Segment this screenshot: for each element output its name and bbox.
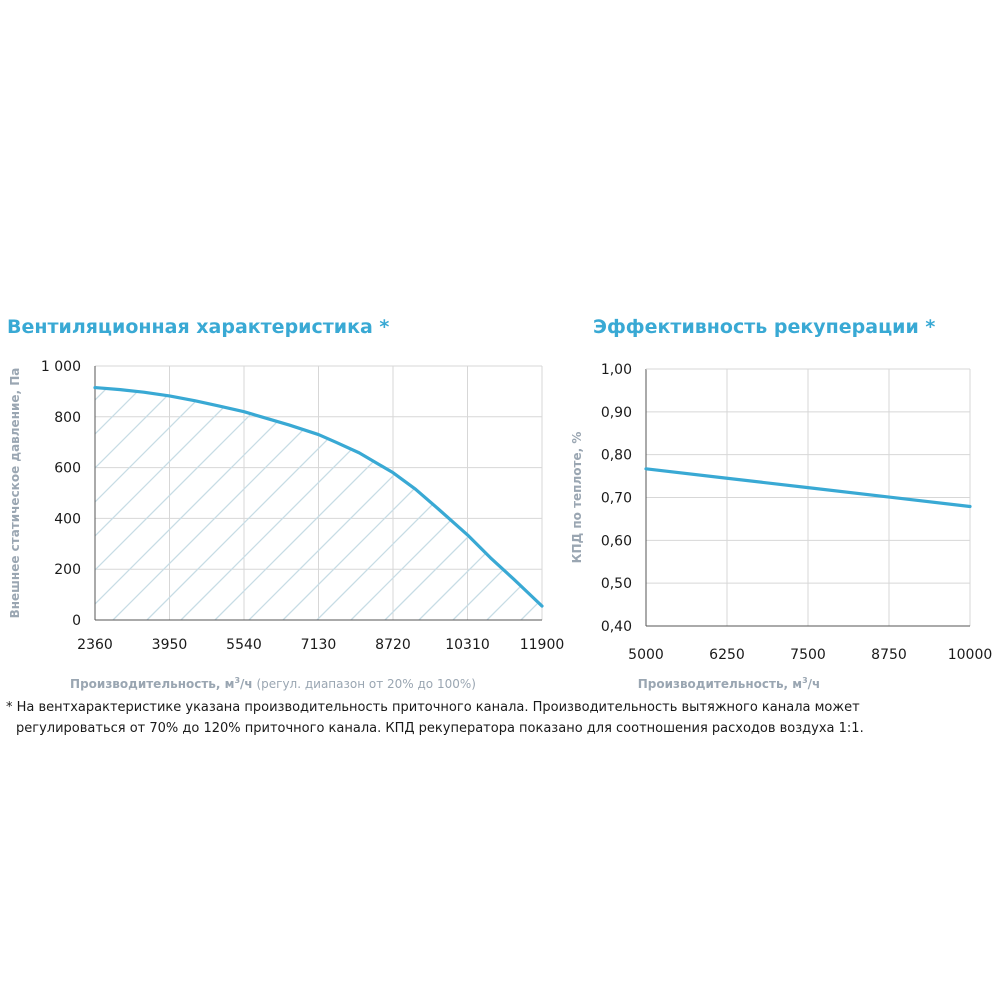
x-axis-label-main: Производительность, м: [70, 677, 234, 691]
x-tick-label: 3950: [152, 637, 188, 653]
hatch-line: [452, 387, 542, 620]
hatch-line: [520, 387, 542, 620]
hatch-line: [95, 387, 232, 620]
hatch-line: [95, 387, 266, 620]
x-tick-label: 11900: [520, 637, 565, 653]
footnote: * На вентхарактеристике указана производ…: [6, 697, 991, 739]
hatch-line: [95, 387, 300, 620]
hatch-line: [282, 387, 538, 620]
y-tick-label: 600: [54, 461, 81, 477]
x-axis-label-sup: 3: [802, 676, 808, 685]
recuperation-chart-title: Эффективность рекуперации *: [593, 316, 936, 338]
y-tick-label: 200: [54, 562, 81, 578]
ventilation-chart-title: Вентиляционная характеристика *: [7, 316, 390, 338]
hatch-line: [146, 387, 402, 620]
y-tick-label: 1 000: [41, 359, 81, 375]
hatch-line: [95, 387, 198, 620]
series-line: [93, 385, 544, 608]
x-axis-label-main: Производительность, м: [638, 677, 802, 691]
x-tick-label: 5540: [226, 637, 262, 653]
x-tick-label: 8750: [871, 647, 907, 663]
x-tick-label: 7500: [790, 647, 826, 663]
x-tick-label: 2360: [77, 637, 113, 653]
series-line: [644, 467, 972, 509]
hatch-fill: [95, 387, 542, 620]
y-tick-label: 0,90: [601, 405, 632, 421]
x-axis-label: Производительность, м3/ч: [638, 676, 821, 691]
y-tick-label: 0,60: [601, 533, 632, 549]
ventilation-chart: 2360 3950 5540 7130 8720 10310 11900 0 200 400 600…: [8, 359, 565, 691]
x-axis-label-unit: /ч: [808, 677, 821, 691]
hatch-line: [248, 387, 504, 620]
x-tick-label: 6250: [709, 647, 745, 663]
footnote-line-1: * На вентхарактеристике указана производ…: [6, 700, 860, 715]
y-tick-label: 400: [54, 511, 81, 527]
hatch-line: [180, 387, 436, 620]
recuperation-chart: 5000 6250 7500 8750 10000 0,40 0,50 0,60 0,70 0,8…: [570, 362, 992, 691]
y-tick-label: 0,80: [601, 448, 632, 464]
x-tick-label: 7130: [301, 637, 337, 653]
y-axis-label: Внешнее статическое давление, Па: [8, 368, 22, 619]
hatch-line: [350, 387, 542, 620]
hatch-line: [95, 387, 164, 620]
hatch-line: [418, 387, 542, 620]
y-axis-label: КПД по теплоте, %: [570, 432, 584, 564]
x-axis-label-unit: /ч: [240, 677, 253, 691]
hatch-line: [112, 387, 368, 620]
hatch-line: [316, 387, 542, 620]
x-tick-label: 5000: [628, 647, 664, 663]
y-tick-label: 0: [72, 613, 81, 629]
x-tick-label: 8720: [375, 637, 411, 653]
x-tick-label: 10310: [445, 637, 490, 653]
y-tick-label: 0,70: [601, 491, 632, 507]
y-tick-label: 800: [54, 410, 81, 426]
y-tick-label: 0,40: [601, 619, 632, 635]
x-axis-label: Производительность, м3/ч (регул. диапазо…: [70, 676, 476, 691]
y-tick-label: 1,00: [601, 362, 632, 378]
x-axis-label-note: (регул. диапазон от 20% до 100%): [253, 677, 476, 691]
y-tick-label: 0,50: [601, 576, 632, 592]
footnote-line-2: регулироваться от 70% до 120% приточного…: [16, 721, 864, 736]
x-tick-label: 10000: [948, 647, 993, 663]
hatch-line: [214, 387, 470, 620]
x-axis-label-sup: 3: [234, 676, 240, 685]
